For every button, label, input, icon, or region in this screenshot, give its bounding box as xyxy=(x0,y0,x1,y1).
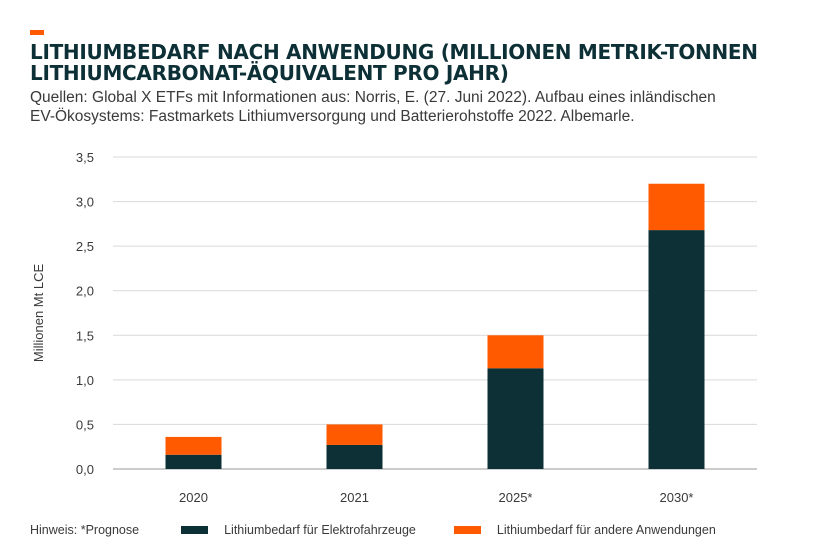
legend: Hinweis: *Prognose Lithiumbedarf für Ele… xyxy=(30,520,754,540)
bar-segment-ev xyxy=(648,230,705,469)
x-tick-label: 2021 xyxy=(340,490,369,505)
y-tick-label: 2,5 xyxy=(76,239,94,254)
x-tick-label: 2030* xyxy=(660,490,694,505)
x-tick-label: 2020 xyxy=(179,490,208,505)
chart-title-line-1: LITHIUMBEDARF NACH ANWENDUNG (MILLIONEN … xyxy=(30,40,758,64)
y-tick-label: 2,0 xyxy=(76,284,94,299)
legend-label-ev: Lithiumbedarf für Elektrofahrzeuge xyxy=(224,523,416,537)
chart-source-line-2: EV-Ökosystems: Fastmarkets Lithiumversor… xyxy=(30,108,635,125)
bars xyxy=(165,183,705,469)
legend-label-other: Lithiumbedarf für andere Anwendungen xyxy=(496,523,716,537)
bar-segment-ev xyxy=(165,454,222,469)
bar-segment-other xyxy=(648,183,705,231)
bar-segment-other xyxy=(165,436,222,455)
legend-item-other: Lithiumbedarf für andere Anwendungen xyxy=(453,523,716,537)
chart-title: LITHIUMBEDARF NACH ANWENDUNG (MILLIONEN … xyxy=(30,42,810,84)
chart-source: Quellen: Global X ETFs mit Informationen… xyxy=(30,88,810,126)
y-axis-label: Millionen Mt LCE xyxy=(31,264,46,363)
y-tick-label: 0,5 xyxy=(76,417,94,432)
bar-segment-other xyxy=(326,424,383,445)
legend-swatch-other xyxy=(453,526,481,534)
y-tick-label: 1,0 xyxy=(76,373,94,388)
y-tick-label: 0,0 xyxy=(76,462,94,477)
chart-source-line-1: Quellen: Global X ETFs mit Informationen… xyxy=(30,89,716,106)
legend-swatch-ev xyxy=(181,526,209,534)
x-tick-labels: 2020 2021 2025* 2030* xyxy=(179,490,693,505)
y-tick-label: 3,0 xyxy=(76,195,94,210)
bar-segment-ev xyxy=(326,444,383,469)
chart-title-line-2: LITHIUMCARBONAT-ÄQUIVALENT PRO JAHR) xyxy=(30,61,509,85)
y-tick-label: 3,5 xyxy=(76,150,94,165)
y-tick-labels: 0,0 0,5 1,0 1,5 2,0 2,5 3,0 3,5 xyxy=(76,150,94,477)
x-tick-label: 2025* xyxy=(499,490,533,505)
accent-bar xyxy=(30,30,44,35)
bar-segment-ev xyxy=(487,368,544,469)
bar-segment-other xyxy=(487,335,544,369)
y-tick-label: 1,5 xyxy=(76,328,94,343)
legend-item-ev: Lithiumbedarf für Elektrofahrzeuge xyxy=(181,523,416,537)
forecast-note: Hinweis: *Prognose xyxy=(30,523,140,537)
